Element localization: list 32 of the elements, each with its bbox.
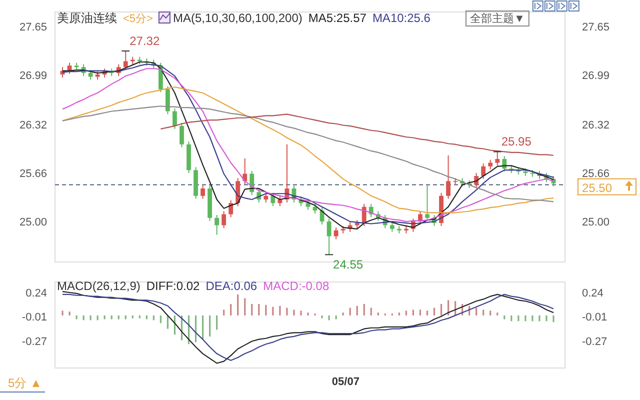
- text: 5分 ▲: [8, 376, 42, 390]
- y-tick-label: 27.65: [19, 22, 47, 34]
- series-label: DIFF:0.02: [146, 279, 200, 293]
- text: 05/07: [332, 376, 360, 388]
- legend-title: MA(5,10,30,60,100,200): [172, 11, 302, 25]
- annotation: 全部主题▼: [470, 12, 525, 25]
- annotation: 27.32: [130, 34, 160, 48]
- y2-tick-label: 27.65: [582, 22, 610, 34]
- y2-tick-label: 25.00: [582, 216, 610, 229]
- legend-title: MACD(26,12,9): [57, 279, 140, 293]
- y-tick-label: 26.99: [19, 70, 47, 82]
- y2-tick-label: 26.32: [582, 120, 610, 132]
- y-tick-label: 26.32: [19, 120, 47, 132]
- y2-tick-label: 0.24: [582, 288, 604, 300]
- y2-tick-label: -0.01: [582, 311, 608, 324]
- y-tick-label: 0.24: [26, 288, 47, 300]
- y2-tick-label: 25.66: [582, 168, 610, 180]
- y-tick-label: 25.00: [19, 216, 47, 229]
- y2-tick-label: -0.27: [582, 336, 608, 348]
- chart-subtitle: <5分>: [123, 13, 153, 25]
- y-tick-label: -0.27: [22, 336, 47, 348]
- y-tick-label: 25.66: [19, 168, 47, 180]
- text: MA10:25.6: [372, 11, 431, 25]
- text: MA5:25.57: [308, 11, 367, 25]
- chart-title: 美原油连续: [57, 11, 117, 25]
- y-tick-label: -0.01: [22, 311, 47, 324]
- annotation: 25.95: [501, 134, 532, 149]
- y2-tick-label: 26.99: [582, 70, 610, 82]
- annotation: 24.55: [333, 258, 364, 272]
- annotation: MACD:-0.08: [263, 279, 330, 293]
- ref-line-label: 25.50: [582, 180, 612, 195]
- text: DEA:0.06: [206, 279, 258, 293]
